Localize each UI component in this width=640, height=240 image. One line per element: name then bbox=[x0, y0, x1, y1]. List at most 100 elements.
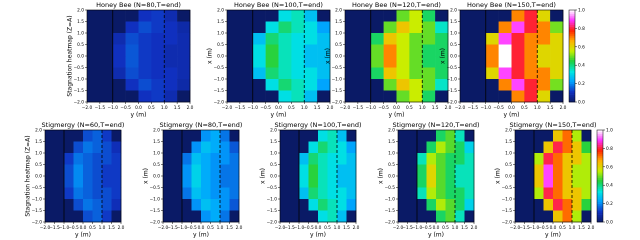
heat-cell bbox=[435, 79, 449, 91]
heat-cell bbox=[550, 44, 564, 57]
colorbar-segment bbox=[597, 185, 603, 188]
heat-cell bbox=[229, 187, 240, 200]
heat-cell bbox=[435, 33, 449, 45]
colorbar-tick-label: 0.8 bbox=[578, 26, 585, 32]
heat-cell bbox=[191, 187, 202, 200]
heat-cell bbox=[239, 67, 254, 80]
heat-cell bbox=[201, 141, 211, 154]
y-tick-label: 1.5 bbox=[217, 19, 224, 25]
heat-cell bbox=[99, 21, 114, 34]
heat-cell bbox=[409, 33, 423, 45]
y-tick-label: −0.5 bbox=[267, 185, 278, 191]
heat-cell bbox=[265, 21, 279, 34]
heat-cell bbox=[291, 67, 305, 80]
heat-cell bbox=[435, 44, 449, 57]
heat-cell bbox=[280, 210, 290, 223]
heat-cell bbox=[227, 33, 241, 45]
colorbar-segment bbox=[569, 67, 575, 70]
heat-cell bbox=[191, 141, 202, 154]
heat-cell bbox=[537, 56, 551, 68]
heat-cell bbox=[45, 187, 55, 200]
y-tick-label: −0.5 bbox=[214, 65, 225, 71]
heat-cell bbox=[396, 44, 410, 57]
x-tick-label: 1.5 bbox=[578, 225, 585, 231]
heat-cell bbox=[220, 130, 230, 142]
heat-cell bbox=[498, 90, 512, 103]
heat-cell bbox=[151, 67, 165, 80]
y-tick-label: −2.0 bbox=[267, 220, 278, 226]
colorbar-segment bbox=[569, 37, 575, 40]
heat-cell bbox=[201, 164, 211, 177]
heat-cell bbox=[396, 10, 410, 22]
heat-cell bbox=[289, 210, 300, 223]
colorbar-segment bbox=[569, 76, 575, 79]
colorbar-segment bbox=[597, 150, 603, 153]
heat-cell bbox=[318, 176, 328, 188]
y-tick-label: 1.0 bbox=[270, 151, 277, 157]
y-tick-label: 0.0 bbox=[35, 174, 42, 180]
x-tick-label: −1.0 bbox=[481, 105, 492, 111]
heat-cell bbox=[227, 21, 241, 34]
heat-cell bbox=[54, 141, 65, 154]
heat-cell bbox=[220, 210, 230, 223]
heat-cell bbox=[524, 79, 538, 91]
x-tick-label: 0.0 bbox=[80, 225, 87, 231]
colorbar-segment bbox=[597, 188, 603, 192]
heat-cell bbox=[182, 199, 192, 211]
heat-cell bbox=[304, 90, 318, 103]
heat-cell bbox=[472, 33, 487, 45]
heat-cell bbox=[291, 33, 305, 45]
heat-cell bbox=[252, 56, 266, 68]
heat-cell bbox=[201, 210, 211, 223]
heat-cell bbox=[54, 176, 65, 188]
heat-cell bbox=[210, 210, 221, 223]
heat-cell bbox=[383, 33, 397, 45]
heat-cell bbox=[177, 33, 191, 45]
y-tick-label: −1.0 bbox=[385, 197, 396, 203]
heat-cell bbox=[318, 210, 328, 223]
x-tick-label: −1.5 bbox=[95, 105, 106, 111]
heat-cell bbox=[177, 21, 191, 34]
heat-cell bbox=[562, 130, 573, 142]
heat-cell bbox=[422, 33, 436, 45]
heat-cell bbox=[138, 56, 152, 68]
heat-cell bbox=[163, 199, 173, 211]
colorbar-segment bbox=[597, 135, 603, 138]
x-tick-label: 2.0 bbox=[118, 225, 125, 231]
heat-cell bbox=[409, 90, 423, 103]
heat-cell bbox=[112, 90, 126, 103]
heat-cell bbox=[436, 164, 446, 177]
heat-cell bbox=[164, 79, 178, 91]
y-tick-label: 2.0 bbox=[77, 8, 84, 14]
colorbar-segment bbox=[597, 196, 603, 199]
x-tick-label: 0.5 bbox=[207, 225, 214, 231]
heat-cell bbox=[398, 176, 408, 188]
heat-cell bbox=[357, 21, 372, 34]
heat-cell bbox=[182, 187, 192, 200]
heat-cell bbox=[227, 56, 241, 68]
heat-cell bbox=[534, 164, 544, 177]
heat-cell bbox=[398, 199, 408, 211]
x-tick-label: 1.0 bbox=[534, 105, 541, 111]
heat-cell bbox=[472, 10, 487, 22]
colorbar-segment bbox=[569, 54, 575, 57]
heat-cell bbox=[54, 210, 65, 223]
heat-cell bbox=[210, 141, 221, 154]
y-axis-label: x (m) bbox=[378, 168, 385, 184]
heat-cell bbox=[435, 56, 449, 68]
colorbar-segment bbox=[597, 210, 603, 214]
heat-cell bbox=[278, 67, 292, 80]
heat-cell bbox=[83, 164, 93, 177]
colorbar-segment bbox=[569, 11, 575, 14]
colorbar-segment bbox=[597, 164, 603, 168]
heat-cell bbox=[73, 187, 84, 200]
colorbar-segment bbox=[597, 199, 603, 203]
heat-cell bbox=[177, 56, 191, 68]
y-tick-label: 2.0 bbox=[388, 128, 395, 134]
colorbar-tick-label: 0.6 bbox=[606, 164, 613, 170]
colorbar-segment bbox=[569, 59, 575, 62]
colorbar-segment bbox=[597, 144, 603, 147]
heat-cell bbox=[220, 199, 230, 211]
x-tick-label: 1.0 bbox=[334, 225, 341, 231]
heat-cell bbox=[182, 141, 192, 154]
